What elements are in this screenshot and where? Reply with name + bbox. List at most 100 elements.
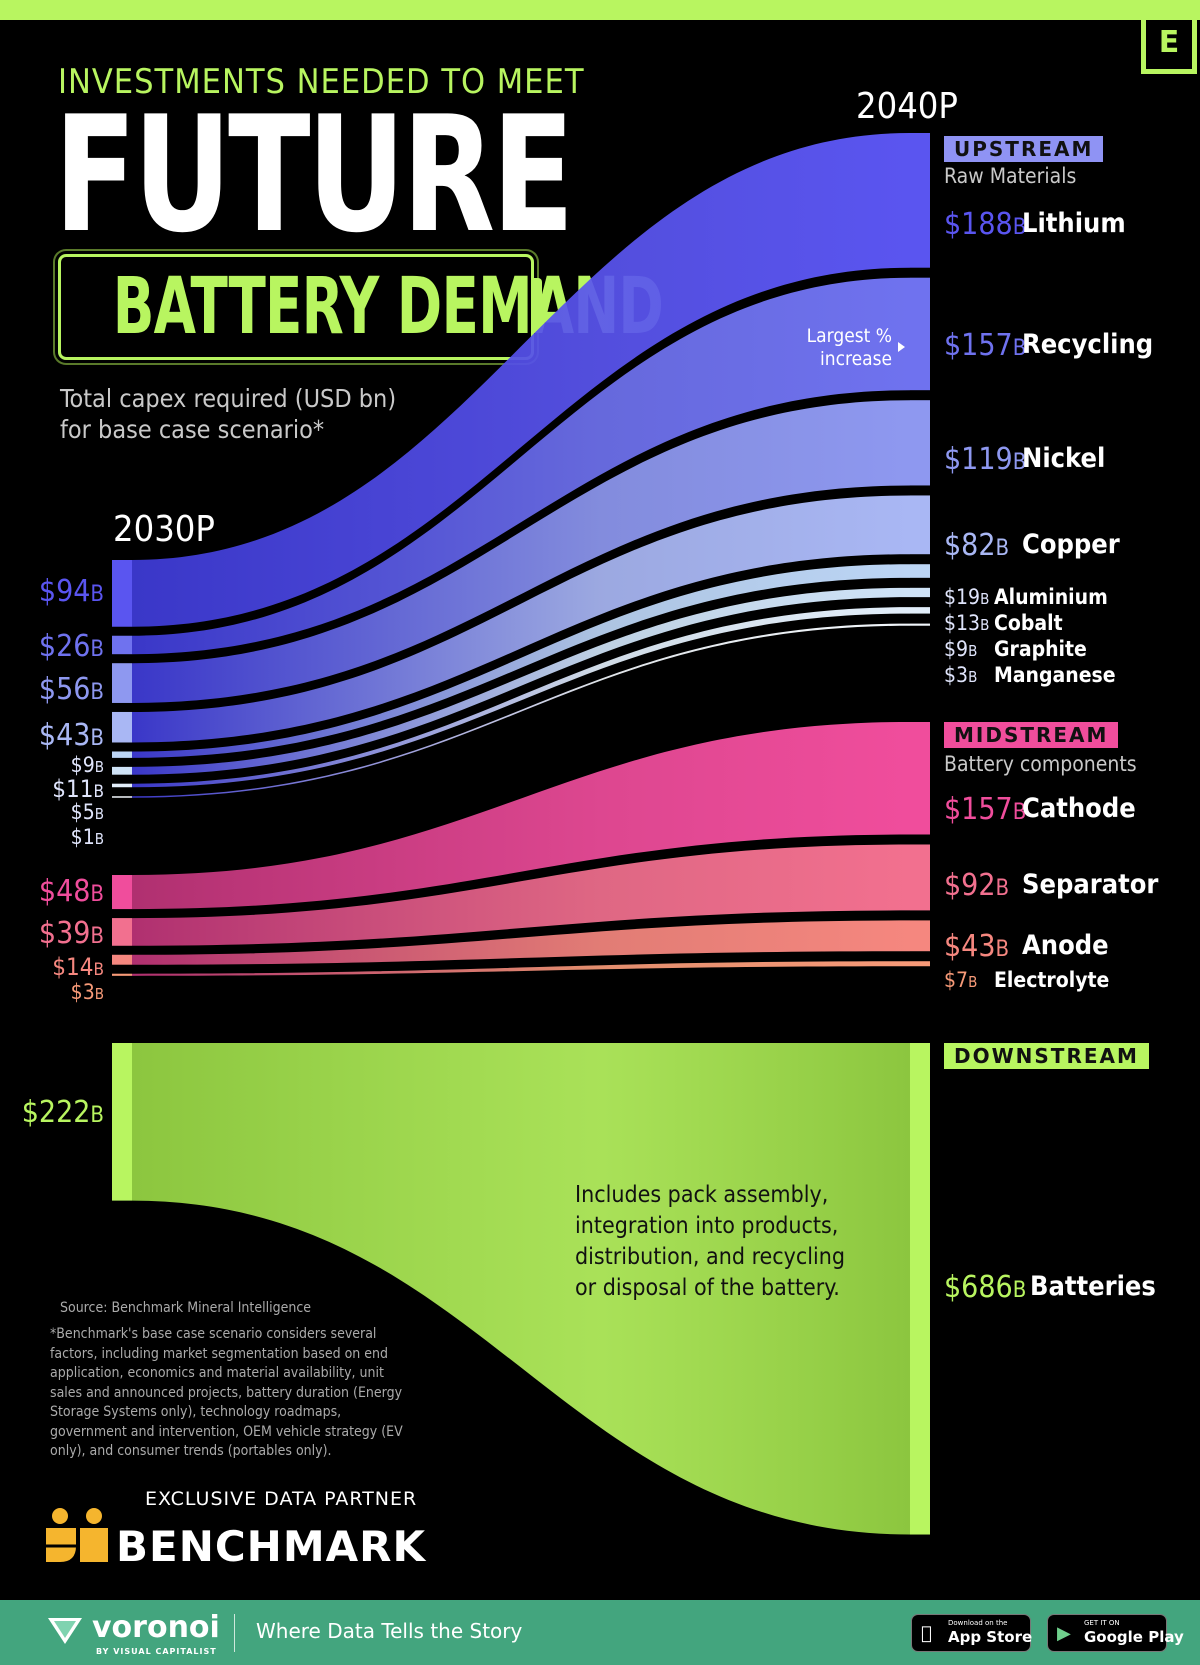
bar-2030-separator — [112, 918, 132, 946]
bar-2040-electrolyte — [910, 961, 930, 967]
flow-name-batteries: Batteries — [1030, 1271, 1156, 1303]
bar-2030-anode — [112, 954, 132, 965]
top-accent-bar — [0, 0, 1200, 20]
footer-brand: voronoi — [92, 1610, 220, 1645]
bar-2040-lithium — [910, 133, 930, 268]
downstream-note-line: distribution, and recycling — [575, 1244, 846, 1270]
benchmark-logo-icon — [46, 1508, 108, 1562]
flow-name-lithium: Lithium — [1022, 208, 1126, 240]
unit-label: B — [980, 616, 990, 635]
footer-brand-by: BY VISUAL CAPITALIST — [96, 1647, 217, 1656]
value-2040-number: 19 — [956, 585, 981, 610]
value-2030-anode: $14B — [52, 952, 104, 981]
value-2030-separator: $39B — [38, 916, 104, 951]
flow-anode — [132, 920, 910, 965]
value-2030-number: 94 — [56, 574, 91, 609]
value-2030-number: 9 — [82, 753, 95, 778]
flow-name-copper: Copper — [1022, 529, 1120, 561]
flow-graphite — [132, 607, 910, 788]
value-2030-number: 48 — [56, 874, 91, 909]
value-2030-electrolyte: $3B — [70, 980, 104, 1005]
flow-separator — [132, 844, 910, 946]
unit-label: B — [1012, 215, 1027, 240]
unit-label: B — [1012, 336, 1027, 361]
value-2040-batteries: $686B — [944, 1270, 1027, 1305]
value-2040-number: 13 — [956, 611, 981, 636]
value-2030-number: 222 — [38, 1095, 91, 1130]
upstream-subtitle: Raw Materials — [944, 164, 1077, 188]
value-2030-nickel: $56B — [38, 672, 104, 707]
google-play-button[interactable]: ▶ GET IT ON Google Play — [1047, 1614, 1184, 1652]
flow-manganese — [132, 623, 910, 798]
app-store-button[interactable]:  Download on the App Store — [911, 1614, 1032, 1652]
unit-label: B — [90, 637, 104, 662]
value-2040-number: 82 — [961, 528, 996, 563]
value-2040-copper: $82B — [944, 528, 1010, 563]
voronoi-logo-icon — [48, 1618, 82, 1644]
unit-label: B — [94, 985, 104, 1004]
source-line: Source: Benchmark Mineral Intelligence — [60, 1300, 312, 1316]
value-2030-recycling: $26B — [38, 629, 104, 664]
value-2040-number: 686 — [961, 1270, 1013, 1305]
unit-label: B — [90, 726, 104, 751]
flow-name-aluminium: Aluminium — [994, 584, 1108, 609]
unit-label: B — [90, 582, 104, 607]
bar-2040-recycling — [910, 277, 930, 391]
bar-2030-nickel — [112, 663, 132, 703]
value-2030-cathode: $48B — [38, 874, 104, 909]
bar-2040-anode — [910, 920, 930, 952]
downstream-note-line: Includes pack assembly, — [575, 1182, 829, 1208]
unit-label: B — [90, 924, 104, 949]
value-2030-number: 11 — [66, 774, 94, 803]
footer-tagline: Where Data Tells the Story — [256, 1619, 523, 1643]
value-2030-graphite: $5B — [70, 800, 104, 825]
value-2030-lithium: $94B — [38, 574, 104, 609]
upstream-badge: UPSTREAM — [944, 136, 1104, 162]
unit-label: B — [90, 1103, 104, 1128]
value-2030-number: 3 — [82, 980, 95, 1005]
unit-label: B — [995, 937, 1010, 962]
unit-label: B — [1012, 1278, 1027, 1303]
downstream-note: Includes pack assembly, integration into … — [575, 1180, 845, 1304]
value-2030-number: 43 — [56, 718, 91, 753]
bar-2030-cobalt — [112, 766, 132, 775]
value-2040-number: 9 — [956, 637, 969, 662]
unit-label: B — [980, 590, 990, 609]
bar-2040-cobalt — [910, 587, 930, 598]
bar-2040-cathode — [910, 722, 930, 835]
flow-lithium — [131, 133, 910, 627]
downstream-note-line: integration into products, — [575, 1213, 839, 1239]
year-label-2040: 2040P — [856, 86, 958, 127]
unit-label: B — [94, 805, 104, 824]
bar-2030-manganese — [112, 796, 132, 798]
arrow-right-icon — [898, 342, 905, 352]
value-2040-aluminium: $19B — [944, 585, 990, 610]
chart-description: Total capex required (USD bn) for base c… — [60, 384, 397, 444]
chart-title: FUTURE — [54, 81, 574, 268]
value-2040-number: 157 — [961, 792, 1013, 827]
flow-name-anode: Anode — [1022, 930, 1109, 962]
unit-label: B — [94, 758, 104, 777]
play-icon: ▶ — [1057, 1623, 1071, 1644]
footer-divider — [234, 1614, 235, 1652]
value-2030-cobalt: $11B — [52, 774, 104, 803]
value-2030-number: 1 — [82, 825, 95, 850]
flow-name-graphite: Graphite — [994, 636, 1087, 661]
value-2040-graphite: $9B — [944, 637, 978, 662]
flow-nickel — [132, 400, 910, 703]
flow-batteries — [132, 1043, 910, 1535]
unit-label: B — [1012, 450, 1027, 475]
year-label-2030: 2030P — [113, 509, 215, 550]
value-2040-anode: $43B — [944, 929, 1010, 964]
unit-label: B — [94, 830, 104, 849]
battery-icon-nub — [533, 278, 542, 330]
unit-label: B — [1012, 800, 1027, 825]
value-2040-number: 92 — [961, 868, 996, 903]
value-2040-nickel: $119B — [944, 442, 1027, 477]
midstream-badge: MIDSTREAM — [944, 722, 1119, 748]
value-2030-number: 5 — [82, 800, 95, 825]
flow-name-recycling: Recycling — [1022, 329, 1154, 361]
value-2040-cobalt: $13B — [944, 611, 990, 636]
unit-label: B — [968, 642, 978, 661]
value-2030-batteries: $222B — [21, 1095, 104, 1130]
